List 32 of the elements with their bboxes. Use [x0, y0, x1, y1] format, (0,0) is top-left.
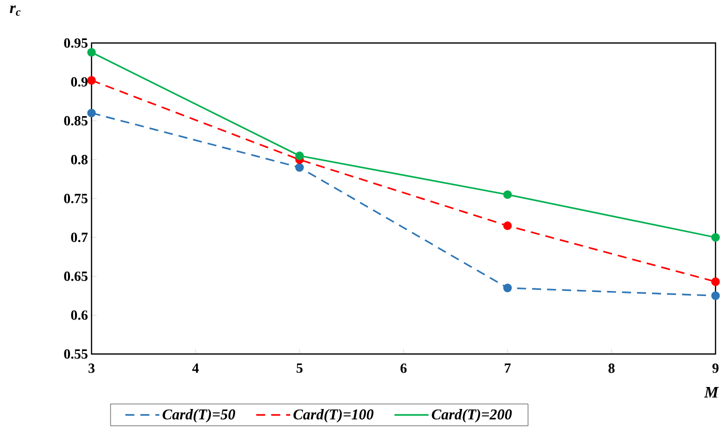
point [87, 108, 96, 118]
point [503, 221, 512, 230]
x-tick-label: 6 [400, 364, 407, 373]
point [295, 163, 304, 172]
y-tick-label: 0.7 [71, 232, 88, 242]
y-tick-label: 0.55 [64, 349, 88, 359]
y-tick-label: 0.75 [64, 194, 88, 204]
point [503, 284, 512, 292]
y-tick-label: 0.85 [64, 116, 88, 126]
point [711, 233, 720, 242]
point [503, 190, 512, 199]
legend-label: Card(T)=100 [294, 408, 374, 423]
point [711, 277, 720, 286]
y-tick-label: 0.8 [71, 154, 88, 164]
y-tick-label: 0.6 [71, 310, 88, 320]
x-tick-label: 4 [192, 364, 199, 373]
x-tick-label: 7 [504, 364, 511, 373]
point [295, 151, 304, 160]
x-tick-label: 3 [88, 364, 95, 373]
y-tick-label: 0.9 [71, 77, 88, 87]
x-tick-label: 9 [712, 364, 719, 373]
legend-label: Card(T)=50 [162, 408, 236, 423]
x-tick-label: 5 [296, 364, 303, 373]
x-axis-title: M [704, 387, 719, 398]
y-tick-label: 0.65 [64, 272, 88, 282]
legend-label: Card(T)=200 [432, 408, 512, 423]
point [87, 48, 96, 57]
point [711, 291, 720, 300]
x-tick-label: 8 [608, 364, 615, 373]
y-axis-title: r$_{c}$ [10, 6, 21, 16]
point [87, 76, 96, 85]
y-tick-label: 0.95 [64, 38, 88, 48]
